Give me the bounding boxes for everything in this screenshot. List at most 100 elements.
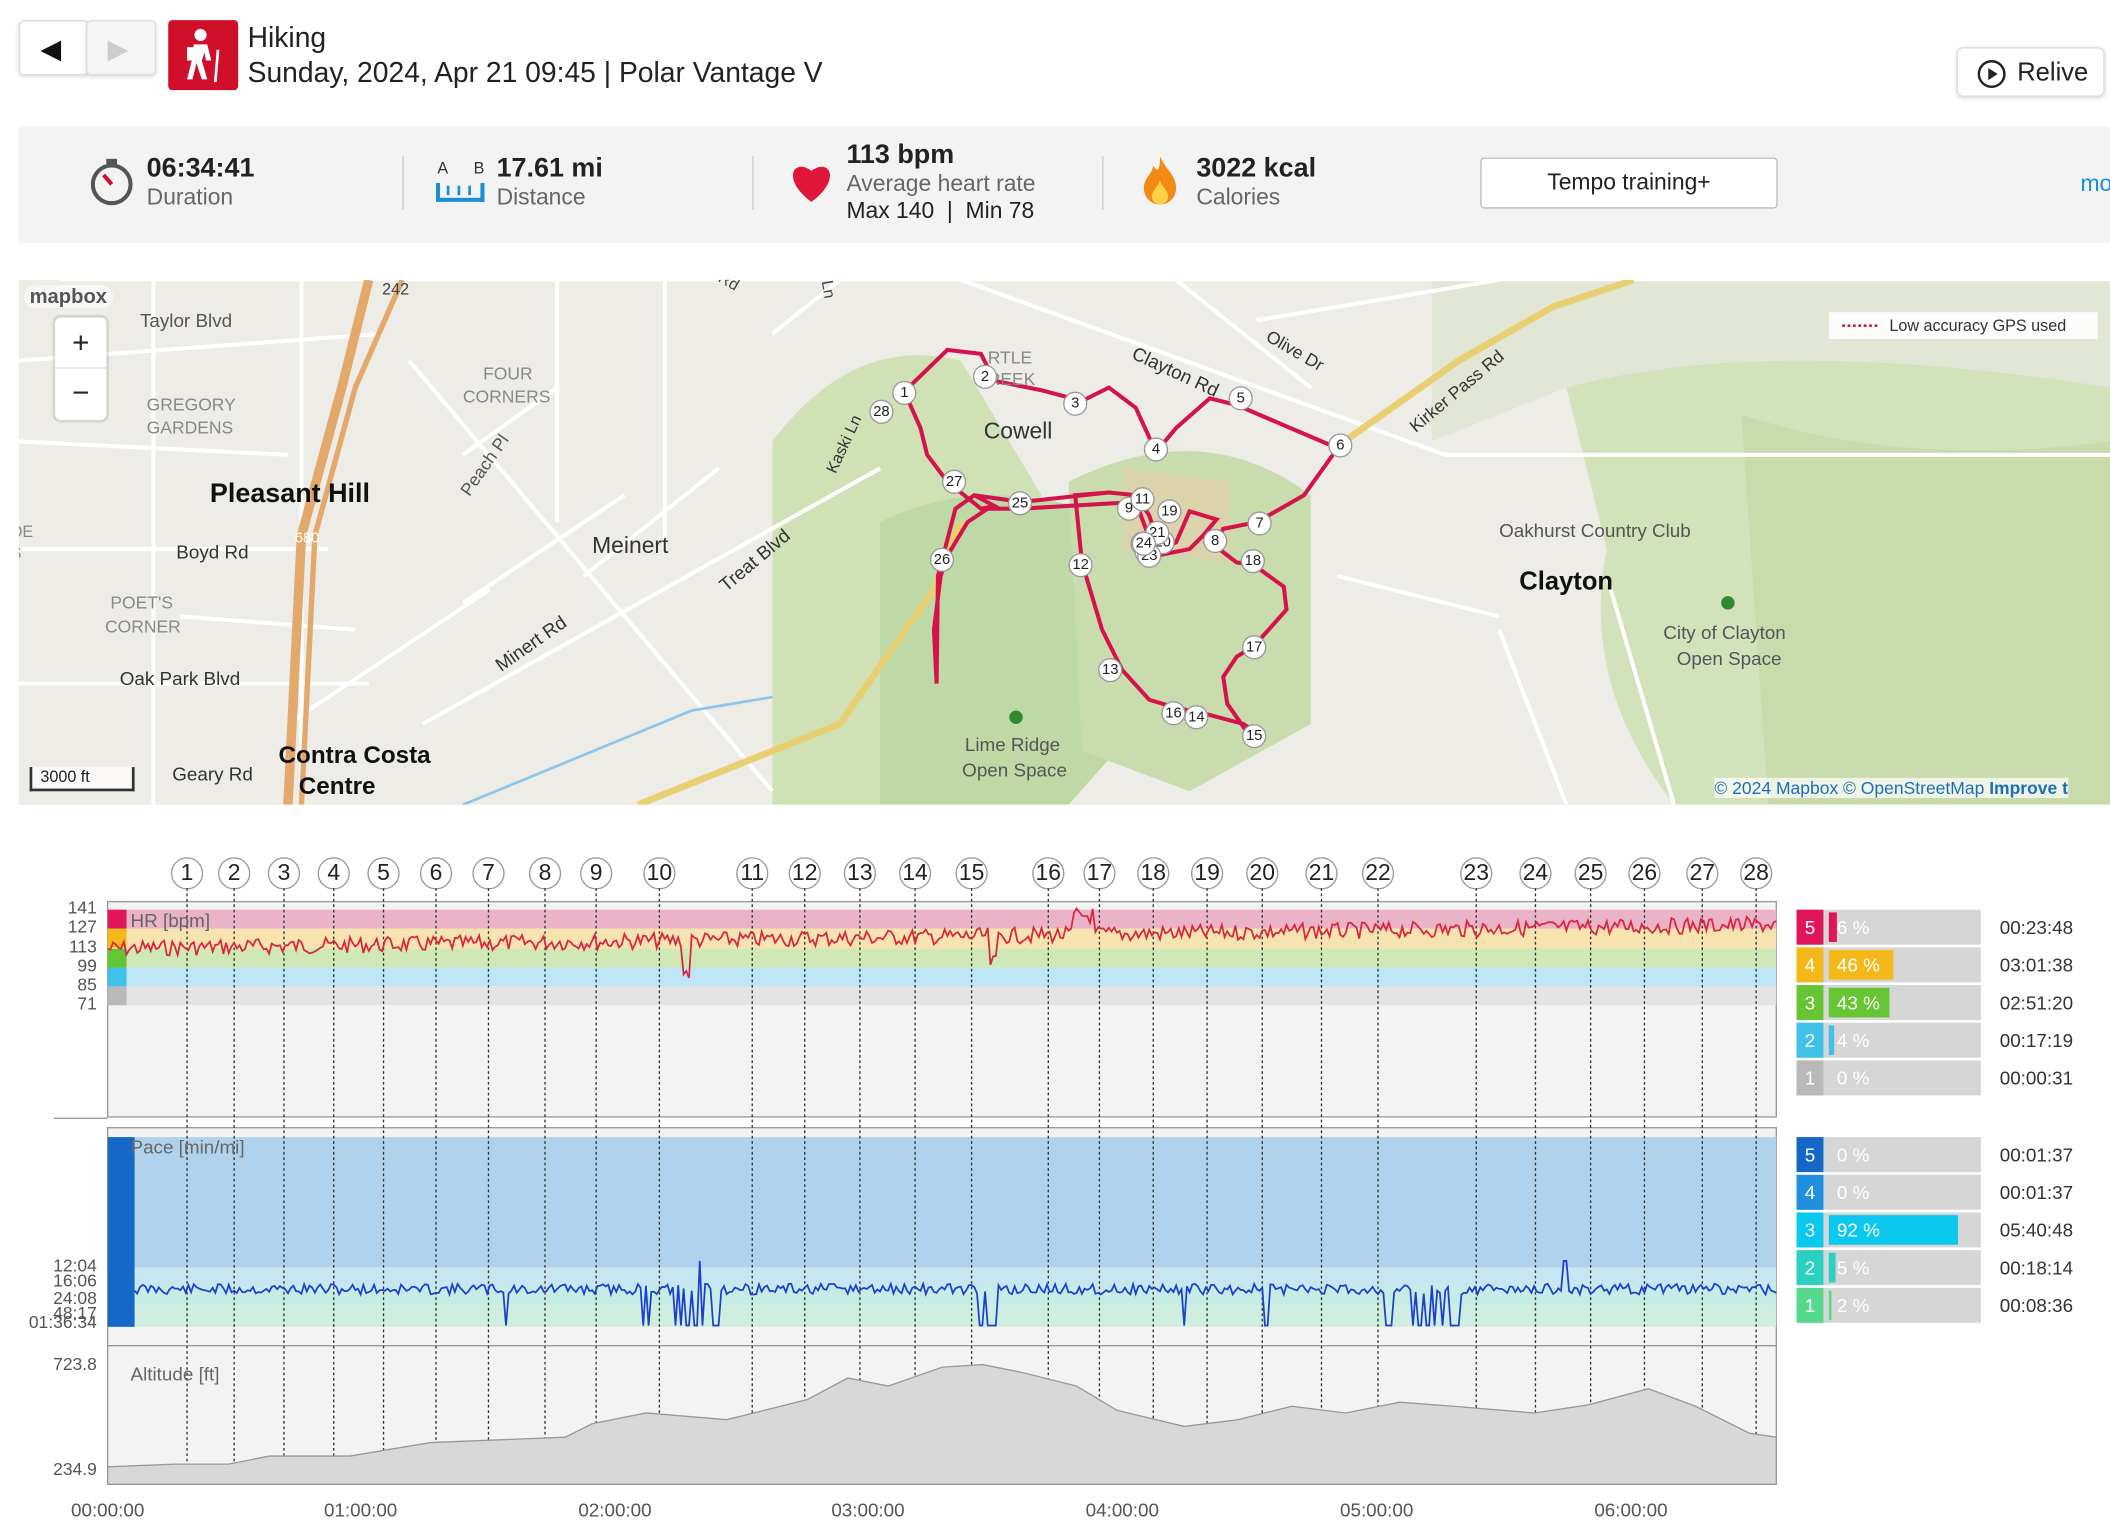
back-button[interactable]: ◀	[18, 20, 89, 76]
lap-marker-17[interactable]: 17	[1242, 635, 1267, 660]
lap-number-7[interactable]: 7	[472, 857, 505, 890]
hr-zone-4[interactable]: 4 46 %	[1796, 947, 1981, 983]
lap-number-10[interactable]: 10	[643, 857, 676, 890]
lap-marker-2[interactable]: 2	[972, 364, 998, 389]
pace-zone-1[interactable]: 1 2 %	[1796, 1287, 1981, 1323]
pace-zone-2[interactable]: 2 5 %	[1796, 1250, 1981, 1286]
zone-percent: 5 %	[1836, 1256, 1870, 1279]
lap-number-22[interactable]: 22	[1361, 857, 1395, 890]
lap-marker-27[interactable]: 27	[941, 469, 967, 494]
map-label: Meinert	[592, 532, 669, 559]
activity-chart[interactable]: HR [bpm] Pace [min/mi] Altitude [ft] 141127…	[0, 888, 1790, 1524]
pace-zone-band	[107, 1305, 1777, 1327]
lap-number-12[interactable]: 12	[788, 857, 821, 890]
map-label: Boyd Rd	[176, 540, 249, 563]
lap-marker-16[interactable]: 16	[1161, 701, 1186, 726]
training-benefit-badge[interactable]: Tempo training+	[1480, 157, 1778, 209]
lap-number-9[interactable]: 9	[579, 857, 613, 890]
distance-value: 17.61 mi	[496, 153, 603, 184]
pace-line	[133, 1260, 1777, 1327]
lap-marker-11[interactable]: 11	[1130, 487, 1155, 512]
pace-zone-band	[107, 1267, 1777, 1287]
hr-line	[107, 907, 1777, 979]
lap-number-13[interactable]: 13	[843, 857, 877, 890]
lap-marker-14[interactable]: 14	[1184, 705, 1209, 730]
lap-marker-24[interactable]: 24	[1131, 531, 1156, 556]
route-map[interactable]: mapbox + − Low accuracy GPS used 3000 ft…	[18, 279, 2110, 805]
lap-number-2[interactable]: 2	[218, 857, 251, 890]
distance-label: Distance	[496, 184, 586, 210]
lap-number-21[interactable]: 21	[1305, 857, 1338, 890]
lap-marker-1[interactable]: 1	[892, 380, 917, 406]
summary-bar: 06:34:41 Duration A B 17.61 mi Distance …	[18, 126, 2110, 244]
lap-number-8[interactable]: 8	[528, 857, 562, 890]
lap-number-19[interactable]: 19	[1190, 857, 1224, 890]
lap-number-4[interactable]: 4	[317, 857, 350, 890]
lap-number-20[interactable]: 20	[1246, 857, 1279, 890]
zone-bar	[1828, 1215, 1958, 1245]
lap-marker-13[interactable]: 13	[1098, 658, 1123, 683]
hr-zone-3[interactable]: 3 43 %	[1796, 985, 1981, 1021]
hr-zone-swatch	[107, 948, 127, 968]
lap-marker-28[interactable]: 28	[869, 399, 894, 424]
lap-number-24[interactable]: 24	[1519, 857, 1552, 890]
zoom-out-button[interactable]: −	[72, 375, 90, 410]
lap-marker-15[interactable]: 15	[1242, 723, 1267, 749]
zone-time: 00:01:37	[1999, 1181, 2074, 1204]
duration-label: Duration	[146, 184, 234, 210]
lap-number-11[interactable]: 11	[736, 857, 769, 890]
hr-zone-2[interactable]: 2 4 %	[1796, 1022, 1981, 1058]
map-label: Centre	[298, 772, 376, 800]
zoom-in-button[interactable]: +	[55, 318, 107, 369]
pace-zone-4[interactable]: 4 0 %	[1796, 1174, 1981, 1210]
lap-number-3[interactable]: 3	[267, 857, 301, 890]
relive-button[interactable]: Relive	[1956, 47, 2105, 97]
lap-marker-19[interactable]: 19	[1157, 499, 1182, 524]
zone-percent: 6 %	[1836, 916, 1870, 938]
lap-number-26[interactable]: 26	[1628, 857, 1661, 890]
more-link[interactable]: mo	[2080, 170, 2110, 197]
lap-number-15[interactable]: 15	[955, 857, 988, 890]
pace-y-tick: 48:17	[53, 1303, 97, 1323]
lap-number-5[interactable]: 5	[367, 857, 400, 890]
lap-marker-26[interactable]: 26	[929, 547, 955, 572]
lap-marker-4[interactable]: 4	[1143, 437, 1169, 462]
zone-time: 00:18:14	[1999, 1256, 2074, 1279]
lap-number-28[interactable]: 28	[1739, 857, 1773, 890]
hr-label: Average heart rate	[846, 170, 1036, 197]
lap-marker-3[interactable]: 3	[1063, 391, 1088, 416]
map-label: REEK	[987, 368, 1036, 389]
lap-marker-18[interactable]: 18	[1240, 549, 1265, 574]
forward-button[interactable]: ▶	[86, 20, 157, 76]
lap-marker-5[interactable]: 5	[1228, 386, 1253, 411]
pace-zone-3[interactable]: 3 92 %	[1796, 1212, 1981, 1248]
lap-marker-8[interactable]: 8	[1203, 528, 1228, 554]
mapbox-logo[interactable]: mapbox	[24, 285, 113, 309]
lap-number-25[interactable]: 25	[1574, 857, 1607, 890]
lap-number-14[interactable]: 14	[898, 857, 932, 890]
zone-time: 00:17:19	[1999, 1029, 2074, 1051]
lap-marker-25[interactable]: 25	[1007, 491, 1033, 516]
lap-marker-12[interactable]: 12	[1068, 553, 1093, 578]
lap-marker-7[interactable]: 7	[1247, 511, 1272, 536]
lap-marker-6[interactable]: 6	[1328, 433, 1353, 458]
lap-number-23[interactable]: 23	[1460, 857, 1493, 890]
calories-value: 3022 kcal	[1196, 153, 1317, 184]
lap-number-6[interactable]: 6	[419, 857, 453, 890]
hr-y-tick: 99	[77, 956, 96, 976]
zone-bar	[1828, 1252, 1836, 1283]
lap-number-18[interactable]: 18	[1137, 857, 1170, 890]
hr-zone-swatch	[107, 909, 127, 929]
hr-zone-1[interactable]: 1 0 %	[1796, 1060, 1981, 1096]
lap-number-1[interactable]: 1	[170, 857, 204, 890]
gps-legend: Low accuracy GPS used	[1889, 316, 2067, 336]
zone-number: 3	[1796, 1212, 1824, 1248]
pace-zone-5[interactable]: 5 0 %	[1796, 1137, 1981, 1173]
hr-zone-5[interactable]: 5 6 %	[1796, 909, 1981, 945]
lap-number-27[interactable]: 27	[1686, 857, 1719, 890]
lap-number-17[interactable]: 17	[1083, 857, 1116, 890]
map-label: Lime Ridge	[964, 733, 1061, 755]
lap-number-16[interactable]: 16	[1032, 857, 1065, 890]
pace-y-tick: 16:06	[53, 1270, 97, 1290]
pace-zone-band	[107, 1286, 1777, 1306]
